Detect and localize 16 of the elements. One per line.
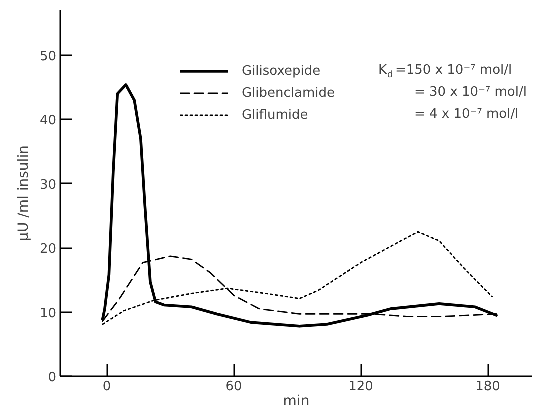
y-axis-title: μU /ml insulin <box>16 146 32 242</box>
legend-label: Glibenclamide <box>242 86 336 100</box>
y-tick-label: 30 <box>40 178 57 193</box>
annotation: = 30 x 10⁻⁷ mol/l <box>414 85 527 100</box>
x-tick-label: 120 <box>348 380 374 394</box>
x-tick-label: 0 <box>102 380 112 394</box>
x-axis-title: min <box>283 394 310 410</box>
y-tick-label: 10 <box>40 306 57 322</box>
x-tick-label: 60 <box>226 380 242 394</box>
x-tick-label: 180 <box>476 380 500 394</box>
y-tick-label: 40 <box>40 114 57 129</box>
legend-label: Gliflumide <box>242 108 308 122</box>
y-tick-label: 20 <box>40 242 57 258</box>
annotation: = 4 x 10⁻⁷ mol/l <box>414 107 519 122</box>
y-tick-label: 50 <box>40 49 57 64</box>
legend-label: Gilisoxepide <box>242 64 321 78</box>
